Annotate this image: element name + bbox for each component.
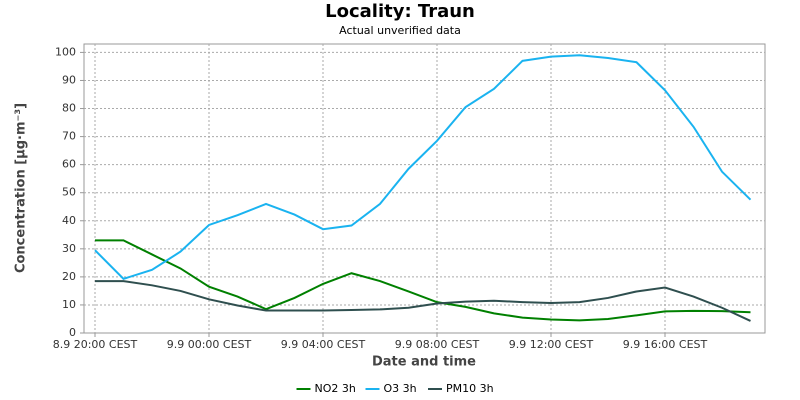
x-tick-label: 9.9 04:00 CEST	[281, 338, 366, 351]
y-tick-label: 0	[69, 326, 76, 339]
x-tick-label: 8.9 20:00 CEST	[53, 338, 138, 351]
y-axis-label: Concentration [µg·m⁻³]	[14, 103, 29, 273]
y-tick-label: 50	[62, 186, 76, 199]
x-tick-label: 9.9 08:00 CEST	[395, 338, 480, 351]
x-tick-label: 9.9 12:00 CEST	[509, 338, 594, 351]
series-line	[94, 54, 752, 280]
y-tick-label: 30	[62, 242, 76, 255]
y-tick-label: 70	[62, 130, 76, 143]
y-tick-label: 80	[62, 102, 76, 115]
y-tick-label: 100	[55, 45, 76, 58]
legend-label: O3 3h	[384, 382, 417, 395]
y-tick-label: 10	[62, 298, 76, 311]
plot-area	[83, 43, 766, 334]
legend-label: PM10 3h	[446, 382, 494, 395]
chart-title: Locality: Traun	[325, 1, 475, 22]
x-axis-label: Date and time	[372, 355, 476, 370]
series-line	[95, 280, 751, 322]
chart-subtitle: Actual unverified data	[339, 24, 461, 37]
y-tick-label: 60	[62, 158, 76, 171]
series-line	[95, 239, 751, 322]
legend: NO2 3h O3 3h PM10 3h	[296, 382, 494, 395]
y-tick-label: 90	[62, 73, 76, 86]
x-tick-label: 9.9 00:00 CEST	[167, 338, 252, 351]
y-tick-label: 20	[62, 270, 76, 283]
legend-label: NO2 3h	[315, 382, 356, 395]
y-tick-label: 40	[62, 214, 76, 227]
x-tick-label: 9.9 16:00 CEST	[623, 338, 708, 351]
